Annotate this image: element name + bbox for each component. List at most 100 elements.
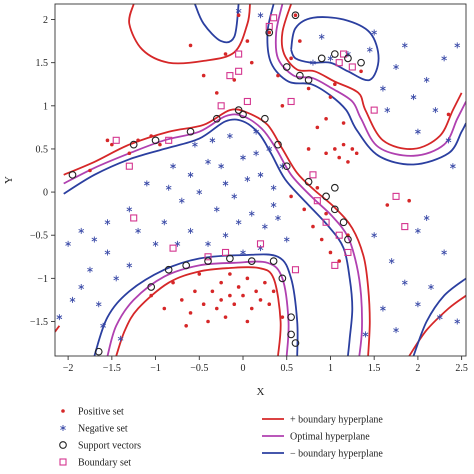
positive-point-36 xyxy=(324,116,328,121)
negative-point-76 xyxy=(454,318,461,325)
positive-point-42 xyxy=(302,207,307,212)
positive-point-58 xyxy=(136,138,140,143)
legend-label-positive: Positive set xyxy=(78,407,124,418)
boundary-point-18 xyxy=(256,240,265,248)
negative-point-9 xyxy=(213,206,220,213)
positive-point-59 xyxy=(149,134,153,138)
positive-point-40 xyxy=(341,121,346,125)
x-tick-label: −1 xyxy=(150,363,161,374)
positive-point-34 xyxy=(324,151,328,156)
positive-point-16 xyxy=(206,319,210,324)
support-point-18 xyxy=(204,257,212,265)
negative-point-38 xyxy=(104,249,111,256)
negative-point-23 xyxy=(165,184,172,191)
positive-point-71 xyxy=(359,69,363,74)
positive-point-43 xyxy=(311,224,315,229)
support-point-25 xyxy=(94,347,103,356)
support-point-21 xyxy=(269,257,278,265)
legend: Positive set Negative set Support vectors B… xyxy=(59,407,383,469)
y-tick-label: 2 xyxy=(43,15,48,26)
positive-point-4 xyxy=(245,276,250,281)
positive-point-7 xyxy=(201,302,206,307)
legend-label-minus_hyperplane: − boundary hyperplane xyxy=(290,449,383,460)
negative-point-58 xyxy=(384,107,391,114)
x-tick-label: 0.5 xyxy=(280,363,293,374)
positive-point-64 xyxy=(88,168,92,173)
legend-label-negative: Negative set xyxy=(78,424,128,435)
positive-point-30 xyxy=(341,142,346,147)
boundary-point-12 xyxy=(125,162,133,170)
legend-symbol-positive xyxy=(61,409,65,413)
positive-point-52 xyxy=(223,52,228,56)
negative-point-78 xyxy=(380,305,386,312)
support-point-0 xyxy=(68,170,77,179)
support-point-36 xyxy=(287,330,295,339)
negative-point-50 xyxy=(91,236,98,243)
support-point-33 xyxy=(357,58,365,67)
positive-point-68 xyxy=(280,104,285,108)
negative-point-30 xyxy=(244,176,251,183)
positive-point-17 xyxy=(223,315,228,319)
negative-point-39 xyxy=(87,266,93,273)
x-tick-label: 1.5 xyxy=(368,363,381,374)
positive-point-31 xyxy=(350,147,355,151)
boundary-point-19 xyxy=(291,266,300,274)
positive-point-12 xyxy=(258,298,263,302)
negative-point-22 xyxy=(152,240,159,247)
negative-point-83 xyxy=(235,7,242,14)
negative-point-21 xyxy=(126,206,133,213)
support-point-8 xyxy=(274,140,282,149)
legend-item-negative: Negative set xyxy=(60,424,128,435)
negative-point-2 xyxy=(205,158,211,165)
negative-point-4 xyxy=(240,154,246,161)
positive-point-41 xyxy=(289,194,293,199)
negative-point-40 xyxy=(78,283,85,290)
negative-point-47 xyxy=(126,262,133,269)
positive-point-57 xyxy=(236,13,241,18)
y-tick-label: 1.5 xyxy=(36,58,49,69)
positive-point-29 xyxy=(333,147,337,151)
positive-point-19 xyxy=(179,298,184,302)
negative-point-53 xyxy=(327,55,334,62)
support-point-31 xyxy=(330,50,339,58)
support-point-19 xyxy=(226,254,234,263)
positive-point-46 xyxy=(328,250,333,255)
negative-point-51 xyxy=(104,219,111,226)
boundary-point-21 xyxy=(309,171,317,179)
positive-point-6 xyxy=(263,280,267,285)
positive-point-38 xyxy=(354,151,359,156)
support-point-23 xyxy=(287,313,295,322)
support-point-13 xyxy=(339,218,348,227)
legend-item-minus_hyperplane: − boundary hyperplane xyxy=(262,449,383,460)
negative-point-7 xyxy=(178,197,185,204)
positive-point-72 xyxy=(298,39,302,43)
support-point-1 xyxy=(129,140,138,149)
hyperplane-curve-1-0 xyxy=(63,113,363,356)
negative-point-55 xyxy=(366,46,373,53)
positive-point-13 xyxy=(267,302,272,307)
negative-point-49 xyxy=(56,314,63,321)
hyperplane-curve-0-2 xyxy=(280,4,463,150)
boundary-point-25 xyxy=(331,261,339,269)
support-point-12 xyxy=(330,205,339,214)
positive-point-62 xyxy=(158,142,162,147)
legend-item-support: Support vectors xyxy=(59,441,141,452)
hyperplane-curve-1-2 xyxy=(274,4,466,157)
boundary-point-9 xyxy=(370,106,378,114)
negative-point-81 xyxy=(393,327,399,334)
negative-point-25 xyxy=(253,128,259,135)
positive-point-75 xyxy=(385,203,390,207)
legend-symbol-negative xyxy=(60,425,66,431)
negative-point-44 xyxy=(65,240,71,247)
positive-point-1 xyxy=(219,280,223,285)
positive-point-32 xyxy=(337,155,342,160)
positive-point-25 xyxy=(184,324,188,328)
boundary-point-15 xyxy=(169,244,177,252)
support-point-22 xyxy=(278,274,287,283)
support-point-27 xyxy=(282,63,291,71)
x-axis-label: X xyxy=(257,386,265,398)
negative-point-24 xyxy=(227,133,233,139)
x-tick-label: 2 xyxy=(415,363,420,374)
negative-point-41 xyxy=(95,301,102,308)
